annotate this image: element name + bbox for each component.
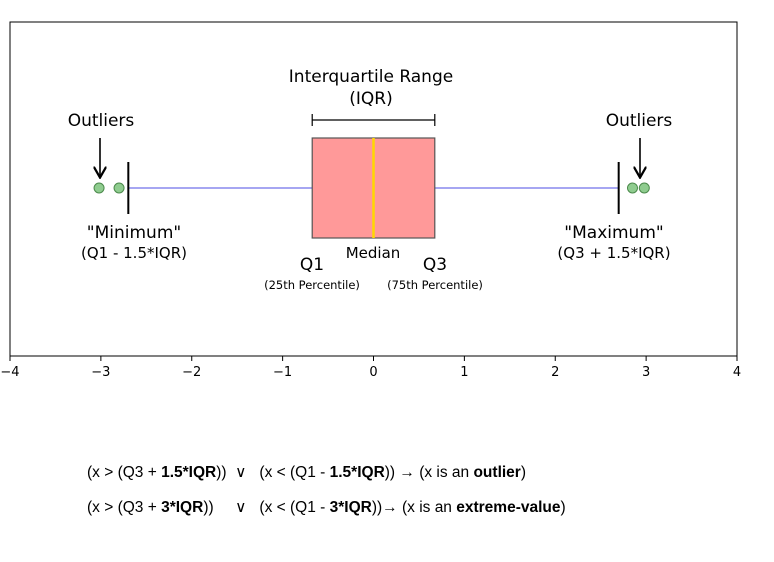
q3-label: Q3	[423, 255, 447, 275]
x-tick-label-1: −3	[91, 365, 110, 380]
formula1-part2: )) ∨ (x < (Q1 -	[216, 464, 330, 481]
minimum-formula: (Q1 - 1.5*IQR)	[81, 244, 187, 262]
outlier-point-4	[638, 182, 650, 194]
q1-label: Q1	[300, 255, 324, 275]
formula1-bold1: 1.5*IQR	[161, 464, 217, 481]
iqr-bracket	[311, 114, 436, 126]
formula2-bold1: 3*IQR	[161, 499, 204, 516]
formula2-part3: ))→ (x is an	[371, 499, 457, 516]
x-tick-label-4: 0	[369, 365, 377, 380]
x-tick-label-5: 1	[460, 365, 468, 380]
formula2-part1: (x > (Q3 +	[87, 499, 162, 516]
q3-percentile: (75th Percentile)	[387, 278, 483, 292]
outlier-point-1	[93, 182, 105, 194]
outlier-point-3	[626, 182, 638, 194]
iqr-title-line1: Interquartile Range	[289, 67, 453, 87]
formula1-bold3: outlier	[473, 464, 521, 481]
x-tick-label-6: 2	[551, 365, 559, 380]
outlier-formula: (x > (Q3 + 1.5*IQR)) ∨ (x < (Q1 - 1.5*IQ…	[87, 463, 526, 482]
maximum-label: "Maximum"	[564, 223, 663, 243]
formula2-bold3: extreme-value	[456, 499, 561, 516]
q1-percentile: (25th Percentile)	[264, 278, 360, 292]
outliers-left-label: Outliers	[68, 111, 135, 131]
iqr-title-line2: (IQR)	[349, 89, 392, 109]
formula1-part1: (x > (Q3 +	[87, 464, 162, 481]
outliers-right-label: Outliers	[606, 111, 673, 131]
x-tick-label-2: −2	[182, 365, 201, 380]
formula1-part4: )	[520, 464, 527, 481]
maximum-formula: (Q3 + 1.5*IQR)	[557, 244, 670, 262]
extreme-value-formula: (x > (Q3 + 3*IQR)) ∨ (x < (Q1 - 3*IQR))→…	[87, 498, 566, 517]
boxplot-diagram: Interquartile Range (IQR) Outliers Outli…	[0, 21, 741, 380]
minimum-label: "Minimum"	[87, 223, 181, 243]
formula2-bold2: 3*IQR	[329, 499, 372, 516]
x-tick-label-0: −4	[0, 365, 19, 380]
formula2-part2: )) ∨ (x < (Q1 -	[203, 499, 330, 516]
x-tick-label-7: 3	[642, 365, 650, 380]
formula1-part3: )) → (x is an	[384, 464, 474, 481]
outlier-point-2	[113, 182, 125, 194]
formula1-bold2: 1.5*IQR	[329, 464, 385, 481]
formula2-part4: )	[560, 499, 566, 516]
median-label: Median	[346, 244, 401, 262]
x-tick-label-3: −1	[273, 365, 292, 380]
x-tick-label-8: 4	[733, 365, 741, 380]
